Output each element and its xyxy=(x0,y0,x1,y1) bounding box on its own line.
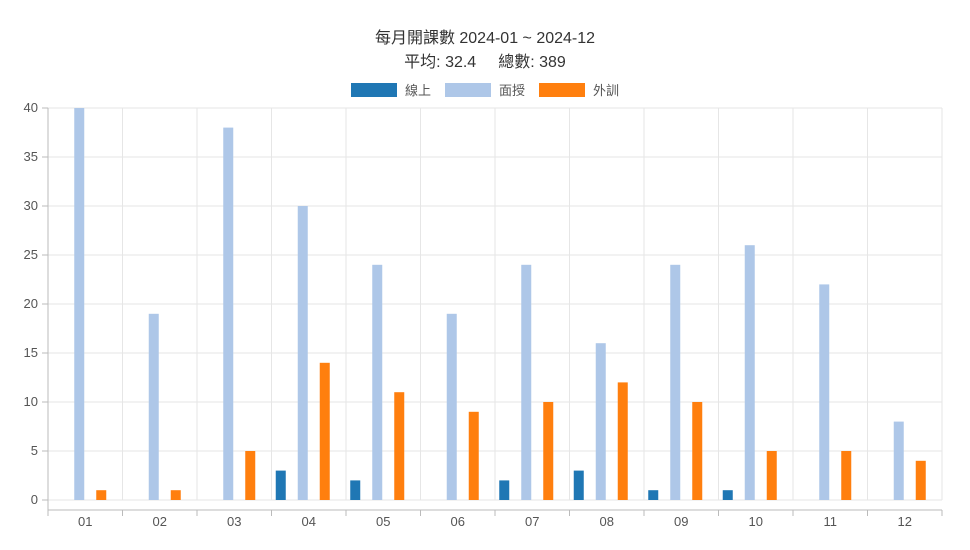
bar-online xyxy=(275,470,286,500)
legend: 線上 面授 外訓 xyxy=(0,80,970,99)
bar-external xyxy=(692,402,703,500)
x-tick-label: 01 xyxy=(78,514,92,529)
x-tick-label: 06 xyxy=(451,514,465,529)
bar-in-person xyxy=(148,313,159,500)
y-tick-label: 40 xyxy=(24,100,38,115)
chart-subtitle: 平均: 32.4 總數: 389 xyxy=(0,48,970,72)
bar-external xyxy=(245,451,256,500)
bar-external xyxy=(394,392,405,500)
bar-online xyxy=(648,490,659,500)
legend-swatch-online xyxy=(350,82,397,97)
legend-swatch-external xyxy=(539,82,585,97)
bar-in-person xyxy=(595,343,606,500)
y-tick-label: 35 xyxy=(24,149,38,164)
bar-external xyxy=(841,451,852,500)
legend-item-online[interactable]: 線上 xyxy=(350,80,431,99)
total-label: 總數: 389 xyxy=(498,54,566,71)
y-tick-label: 20 xyxy=(24,296,38,311)
x-tick-label: 07 xyxy=(525,514,539,529)
bar-in-person xyxy=(446,313,457,500)
bar-in-person xyxy=(372,264,383,500)
bar-external xyxy=(915,460,926,500)
bar-in-person xyxy=(223,127,234,500)
x-tick-label: 12 xyxy=(898,514,912,529)
bar-in-person xyxy=(819,284,830,500)
x-tick-label: 04 xyxy=(302,514,316,529)
x-tick-label: 03 xyxy=(227,514,241,529)
bar-in-person xyxy=(74,108,85,500)
bar-external xyxy=(96,490,107,500)
average-label: 平均: 32.4 xyxy=(404,54,477,71)
chart-title: 每月開課數 2024-01 ~ 2024-12 xyxy=(374,30,596,47)
y-tick-label: 5 xyxy=(31,443,38,458)
legend-swatch-in-person xyxy=(444,82,491,97)
bar-online xyxy=(350,480,361,500)
x-tick-label: 08 xyxy=(600,514,614,529)
x-tick-label: 10 xyxy=(749,514,763,529)
y-tick-label: 15 xyxy=(24,345,38,360)
bar-online xyxy=(499,480,510,500)
bar-external xyxy=(543,402,554,500)
x-tick-label: 05 xyxy=(376,514,390,529)
legend-label-external: 外訓 xyxy=(593,83,620,98)
bar-online xyxy=(573,470,584,500)
y-tick-label: 30 xyxy=(24,198,38,213)
x-tick-label: 09 xyxy=(674,514,688,529)
y-tick-label: 10 xyxy=(24,394,38,409)
legend-item-in-person[interactable]: 面授 xyxy=(444,80,525,99)
bar-external xyxy=(468,411,479,500)
bar-external xyxy=(170,490,181,500)
x-tick-label: 02 xyxy=(153,514,167,529)
bar-in-person xyxy=(297,206,308,500)
y-tick-label: 25 xyxy=(24,247,38,262)
x-tick-label: 11 xyxy=(824,514,838,529)
bar-in-person xyxy=(893,421,904,500)
y-tick-label: 0 xyxy=(31,492,38,507)
bar-external xyxy=(617,382,628,500)
bar-in-person xyxy=(744,245,755,500)
legend-label-online: 線上 xyxy=(404,83,431,98)
bar-in-person xyxy=(670,264,681,500)
legend-label-in-person: 面授 xyxy=(498,83,525,98)
bar-external xyxy=(766,451,777,500)
bar-online xyxy=(722,490,733,500)
legend-item-external[interactable]: 外訓 xyxy=(539,80,619,99)
bar-in-person xyxy=(521,264,532,500)
bar-external xyxy=(319,362,330,500)
